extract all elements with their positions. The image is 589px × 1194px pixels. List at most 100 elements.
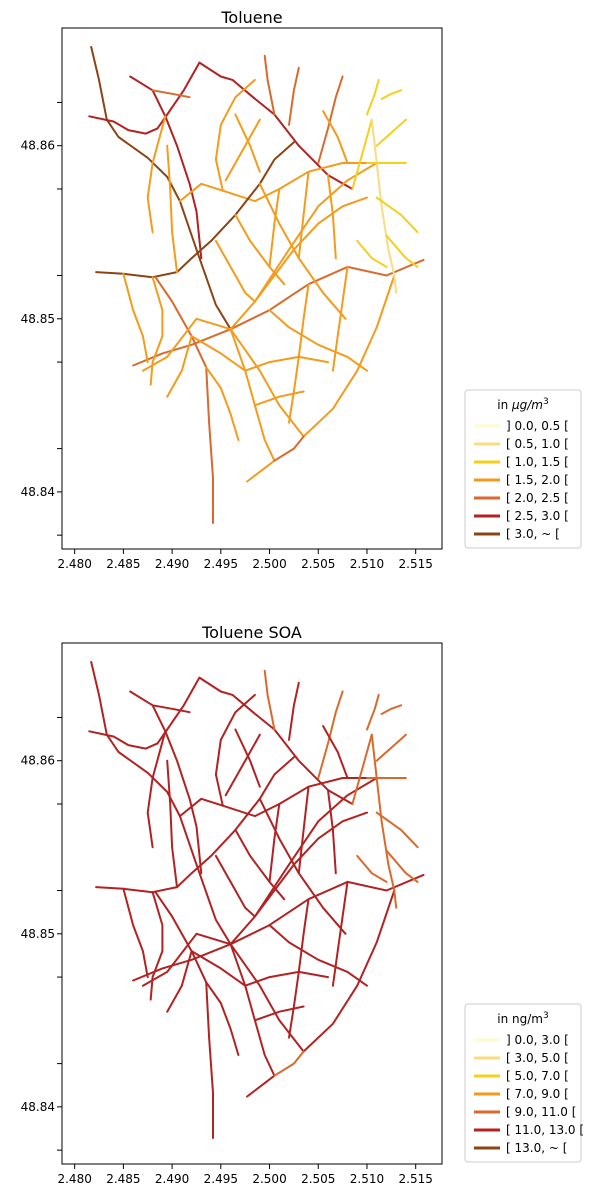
legend-items: ] 0.0, 3.0 [[ 3.0, 5.0 [[ 5.0, 7.0 [[ 7.… bbox=[474, 1033, 584, 1155]
x-tick-label: 2.515 bbox=[399, 557, 433, 571]
street-segment bbox=[375, 118, 407, 147]
x-tick-label: 2.480 bbox=[57, 557, 91, 571]
street-segment bbox=[268, 803, 281, 883]
x-tick-label: 2.505 bbox=[301, 1172, 335, 1186]
street-segment bbox=[178, 777, 368, 818]
street-segment bbox=[229, 274, 396, 438]
x-tick-label: 2.515 bbox=[399, 1172, 433, 1186]
street-segment bbox=[370, 118, 398, 294]
street-segment bbox=[331, 265, 349, 372]
legend-box bbox=[464, 1003, 582, 1163]
street-segment bbox=[95, 141, 295, 279]
y-axis-ticks: 48.84 48.85 48.86 bbox=[21, 101, 62, 536]
legend-label: [ 3.0, ~ [ bbox=[506, 527, 560, 541]
street-segment bbox=[380, 704, 403, 715]
street-segment bbox=[327, 789, 337, 875]
street-segment bbox=[229, 889, 396, 1053]
panel-toluene-soa: Toluene SOA 2.480 2.485 2.490 2.495 2.500 2.5… bbox=[21, 623, 584, 1186]
street-segment bbox=[366, 78, 380, 116]
street-network bbox=[88, 661, 425, 1139]
street-segment bbox=[156, 61, 354, 190]
street-segment bbox=[214, 854, 256, 918]
street-segment bbox=[380, 89, 403, 100]
street-segment bbox=[151, 704, 191, 714]
y-tick-label: 48.86 bbox=[21, 139, 55, 153]
street-segment bbox=[229, 943, 276, 1098]
legend-items: ] 0.0, 0.5 [[ 0.5, 1.0 [[ 1.0, 1.5 [[ 1.… bbox=[474, 419, 569, 541]
street-segment bbox=[151, 89, 191, 99]
street-segment bbox=[166, 144, 178, 274]
street-segment bbox=[263, 669, 276, 731]
street-segment bbox=[122, 887, 149, 979]
street-segment bbox=[156, 676, 354, 805]
street-segment bbox=[268, 309, 368, 372]
street-segment bbox=[253, 196, 368, 303]
street-segment bbox=[166, 759, 178, 889]
street-segment bbox=[234, 113, 261, 173]
street-segment bbox=[229, 328, 276, 483]
legend-label: [ 9.0, 11.0 [ bbox=[506, 1105, 576, 1119]
x-tick-label: 2.500 bbox=[252, 557, 286, 571]
legend-label: [ 13.0, ~ [ bbox=[506, 1141, 567, 1155]
street-segment bbox=[356, 854, 388, 883]
street-segment bbox=[288, 283, 310, 424]
street-segment bbox=[327, 174, 337, 260]
street-segment bbox=[385, 849, 419, 883]
street-segment bbox=[356, 239, 388, 268]
street-segment bbox=[190, 950, 247, 987]
street-segment bbox=[331, 880, 349, 987]
street-segment bbox=[297, 170, 310, 260]
street-segment bbox=[88, 115, 159, 135]
street-segment bbox=[253, 390, 305, 407]
street-segment bbox=[375, 733, 407, 762]
panel-title: Toluene bbox=[220, 8, 282, 27]
y-tick-label: 48.85 bbox=[21, 927, 55, 941]
legend-label: [ 2.5, 3.0 [ bbox=[506, 509, 569, 523]
street-segment bbox=[149, 276, 164, 386]
street-segment bbox=[146, 730, 167, 849]
street-segment bbox=[288, 681, 300, 741]
x-axis-ticks: 2.480 2.485 2.490 2.495 2.500 2.505 2.510 2.515 bbox=[57, 549, 433, 571]
street-segment bbox=[253, 811, 368, 918]
y-tick-label: 48.85 bbox=[21, 312, 55, 326]
street-segment bbox=[385, 234, 419, 268]
street-segment bbox=[268, 188, 281, 268]
legend-label: [ 3.0, 5.0 [ bbox=[506, 1051, 569, 1065]
street-segment bbox=[253, 1005, 305, 1022]
street-segment bbox=[214, 693, 256, 807]
legend-label: [ 11.0, 13.0 [ bbox=[506, 1123, 584, 1137]
street-segment bbox=[141, 317, 232, 372]
street-segment bbox=[234, 728, 261, 788]
x-tick-label: 2.505 bbox=[301, 557, 335, 571]
x-tick-label: 2.510 bbox=[350, 1172, 384, 1186]
legend-label: [ 5.0, 7.0 [ bbox=[506, 1069, 569, 1083]
street-segment bbox=[90, 661, 232, 946]
street-segment bbox=[351, 118, 373, 190]
panel-title: Toluene SOA bbox=[201, 623, 302, 642]
street-segment bbox=[317, 690, 344, 779]
street-segment bbox=[263, 54, 276, 116]
street-segment bbox=[178, 162, 368, 203]
legend-box bbox=[464, 389, 582, 549]
street-segment bbox=[288, 898, 310, 1039]
plot-area bbox=[61, 642, 443, 1165]
x-tick-label: 2.500 bbox=[252, 1172, 286, 1186]
street-segment bbox=[375, 811, 419, 849]
x-tick-label: 2.485 bbox=[106, 557, 140, 571]
legend-title: in ng/m3 bbox=[497, 1011, 548, 1026]
street-segment bbox=[370, 733, 398, 909]
street-segment bbox=[322, 725, 349, 779]
x-tick-label: 2.485 bbox=[106, 1172, 140, 1186]
legend-label: ] 0.0, 0.5 [ bbox=[506, 419, 569, 433]
y-tick-label: 48.86 bbox=[21, 754, 55, 768]
y-tick-label: 48.84 bbox=[21, 485, 55, 499]
street-segment bbox=[122, 272, 149, 364]
street-segment bbox=[317, 75, 344, 164]
legend: in μg/m3 ] 0.0, 0.5 [[ 0.5, 1.0 [[ 1.0, … bbox=[464, 389, 582, 549]
street-segment bbox=[297, 785, 310, 875]
street-segment bbox=[88, 730, 159, 750]
street-segment bbox=[95, 756, 295, 894]
street-segment bbox=[149, 891, 164, 1001]
